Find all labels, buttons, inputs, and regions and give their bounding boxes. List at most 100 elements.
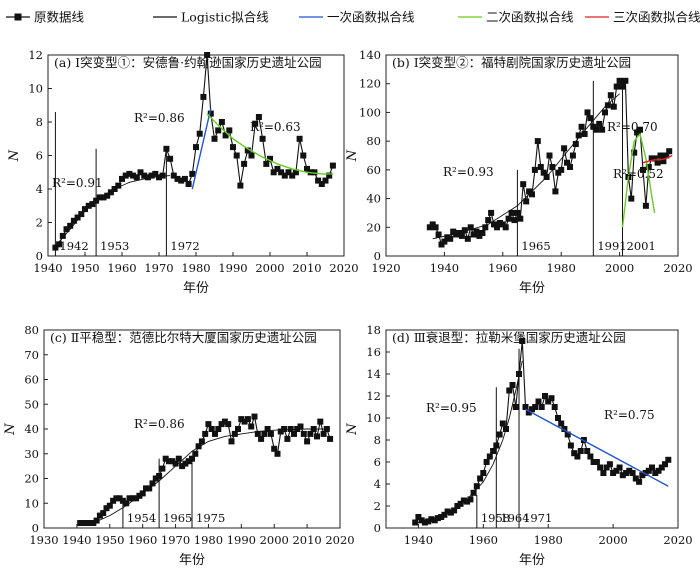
- data-point: [574, 453, 581, 460]
- data-point: [304, 438, 311, 445]
- x-tick-label: 1940: [33, 261, 62, 275]
- data-point: [645, 467, 652, 474]
- data-point: [509, 382, 516, 388]
- data-point: [248, 423, 255, 430]
- data-point: [261, 430, 268, 437]
- data-point: [610, 470, 617, 476]
- x-tick-label: 1940: [62, 533, 91, 547]
- data-point: [110, 497, 117, 504]
- data-point: [660, 158, 667, 165]
- data-point: [522, 404, 529, 410]
- y-tick-label: 10: [366, 411, 381, 425]
- data-point: [538, 404, 545, 410]
- data-point: [287, 426, 294, 432]
- data-point: [581, 131, 588, 137]
- data-point: [485, 217, 492, 224]
- x-tick-label: 1960: [128, 533, 157, 547]
- data-point: [166, 458, 172, 465]
- data-point: [221, 418, 228, 425]
- data-point: [657, 152, 664, 159]
- data-point: [567, 442, 574, 449]
- data-point: [311, 169, 318, 176]
- y-tick-label: 4: [36, 182, 43, 196]
- x-tick-label: 1930: [29, 533, 58, 547]
- data-point: [537, 164, 544, 170]
- data-point: [179, 463, 186, 470]
- data-point: [418, 517, 425, 524]
- data-point: [435, 231, 442, 238]
- data-point: [520, 181, 527, 188]
- r-squared-annotation: R²=0.86: [134, 417, 185, 431]
- data-point: [289, 172, 296, 179]
- plot-frame: [385, 329, 679, 529]
- data-point: [169, 458, 176, 465]
- data-point: [77, 520, 84, 526]
- series-line: [642, 154, 673, 164]
- y-tick-label: 0: [32, 521, 39, 535]
- x-tick-label: 2000: [605, 261, 634, 275]
- data-point: [540, 169, 547, 176]
- segment-year-label: 1958: [481, 511, 510, 525]
- data-point: [189, 170, 196, 177]
- data-point: [230, 144, 236, 151]
- x-tick-label: 2020: [663, 261, 692, 275]
- data-point: [603, 464, 610, 471]
- data-point: [222, 132, 229, 139]
- data-point: [519, 338, 526, 344]
- data-point: [215, 426, 222, 432]
- data-point: [662, 461, 668, 468]
- data-point: [546, 152, 553, 159]
- series-line: [191, 108, 212, 190]
- x-tick-label: 1990: [227, 533, 256, 547]
- x-tick-label: 2020: [329, 261, 358, 275]
- data-point: [636, 478, 643, 485]
- data-point: [441, 238, 448, 245]
- data-point: [629, 470, 636, 476]
- data-point: [626, 467, 633, 474]
- r-squared-annotation: R²=0.86: [134, 111, 185, 125]
- data-point: [616, 464, 623, 471]
- data-point: [277, 428, 284, 435]
- data-point: [571, 450, 578, 457]
- data-point: [599, 126, 606, 133]
- data-point: [78, 211, 85, 218]
- data-point: [307, 430, 314, 437]
- data-point: [645, 164, 652, 170]
- x-tick-label: 2000: [260, 533, 289, 547]
- data-point: [123, 500, 130, 507]
- r-squared-annotation: R²=0.70: [607, 120, 658, 134]
- segment-year-label: 1971: [523, 511, 552, 525]
- x-tick-label: 1970: [161, 533, 190, 547]
- data-point: [525, 409, 532, 416]
- data-point: [600, 470, 607, 476]
- data-point: [174, 175, 181, 182]
- r-squared-annotation: R²=0.75: [604, 408, 655, 422]
- series-line: [429, 80, 670, 246]
- data-point: [512, 404, 519, 410]
- y-axis-label: N: [345, 149, 360, 162]
- data-point: [567, 164, 573, 170]
- y-tick-label: 8: [374, 433, 381, 447]
- data-point: [552, 188, 559, 195]
- data-point: [185, 181, 192, 187]
- data-point: [218, 421, 225, 428]
- x-tick-label: 1960: [107, 261, 136, 275]
- data-point: [531, 166, 538, 173]
- data-point: [451, 507, 458, 514]
- data-point: [604, 102, 611, 109]
- data-point: [651, 155, 658, 162]
- segment-year-label: 1975: [196, 511, 225, 525]
- data-point: [274, 450, 281, 457]
- data-point: [483, 459, 490, 465]
- data-point: [616, 77, 623, 84]
- x-tick-label: 2020: [663, 533, 692, 547]
- data-point: [235, 426, 241, 432]
- y-tick-label: 2: [36, 216, 43, 230]
- y-tick-label: 18: [366, 323, 381, 337]
- r-squared-annotation: R²=0.91: [52, 176, 103, 190]
- data-point: [170, 172, 177, 179]
- data-point: [464, 498, 471, 505]
- data-point: [434, 515, 441, 522]
- data-point: [613, 83, 620, 90]
- y-tick-label: 30: [24, 447, 39, 461]
